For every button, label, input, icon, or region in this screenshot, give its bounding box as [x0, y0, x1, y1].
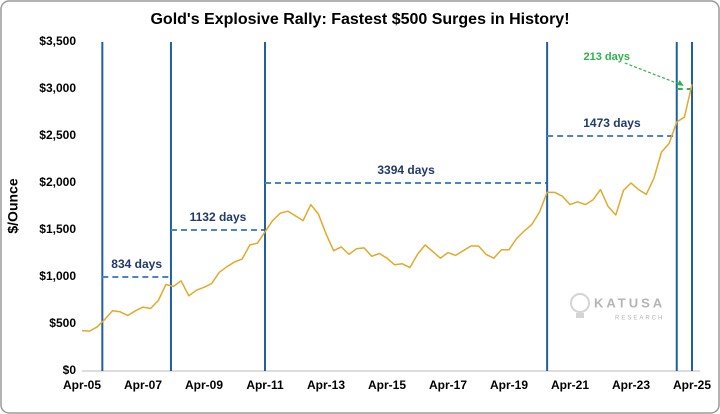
y-axis-label: $/Ounce [5, 178, 21, 233]
surge-label: 1132 days [190, 210, 247, 224]
watermark-logo [570, 293, 590, 318]
surge-label: 834 days [111, 257, 162, 271]
surge-arrowhead [676, 80, 684, 86]
y-tick-label: $3,500 [39, 34, 76, 48]
watermark-sub: RESEARCH [615, 316, 664, 322]
x-tick-label: Apr-19 [490, 378, 528, 392]
x-tick-label: Apr-05 [63, 378, 101, 392]
y-tick-label: $1,500 [39, 222, 76, 236]
y-tick-label: $2,000 [39, 175, 76, 189]
x-tick-label: Apr-13 [307, 378, 345, 392]
x-tick-label: Apr-07 [124, 378, 162, 392]
x-tick-label: Apr-15 [368, 378, 406, 392]
surge-label: 1473 days [583, 116, 641, 130]
y-tick-label: $0 [63, 363, 77, 377]
x-tick-label: Apr-09 [185, 378, 223, 392]
chart-title: Gold's Explosive Rally: Fastest $500 Sur… [150, 11, 569, 28]
y-tick-label: $2,500 [39, 128, 76, 142]
y-tick-label: $3,000 [39, 81, 76, 95]
y-tick-label: $500 [49, 316, 76, 330]
y-tick-label: $1,000 [39, 269, 76, 283]
surge-arrow [624, 62, 682, 86]
surge-label: 213 days [584, 51, 630, 63]
x-tick-label: Apr-21 [551, 378, 589, 392]
x-tick-label: Apr-25 [673, 378, 711, 392]
price-line [81, 84, 693, 332]
x-tick-label: Apr-11 [246, 378, 284, 392]
surge-label: 3394 days [377, 163, 435, 177]
x-tick-label: Apr-17 [429, 378, 467, 392]
x-tick-label: Apr-23 [612, 378, 650, 392]
watermark: KATUSA [594, 295, 665, 310]
